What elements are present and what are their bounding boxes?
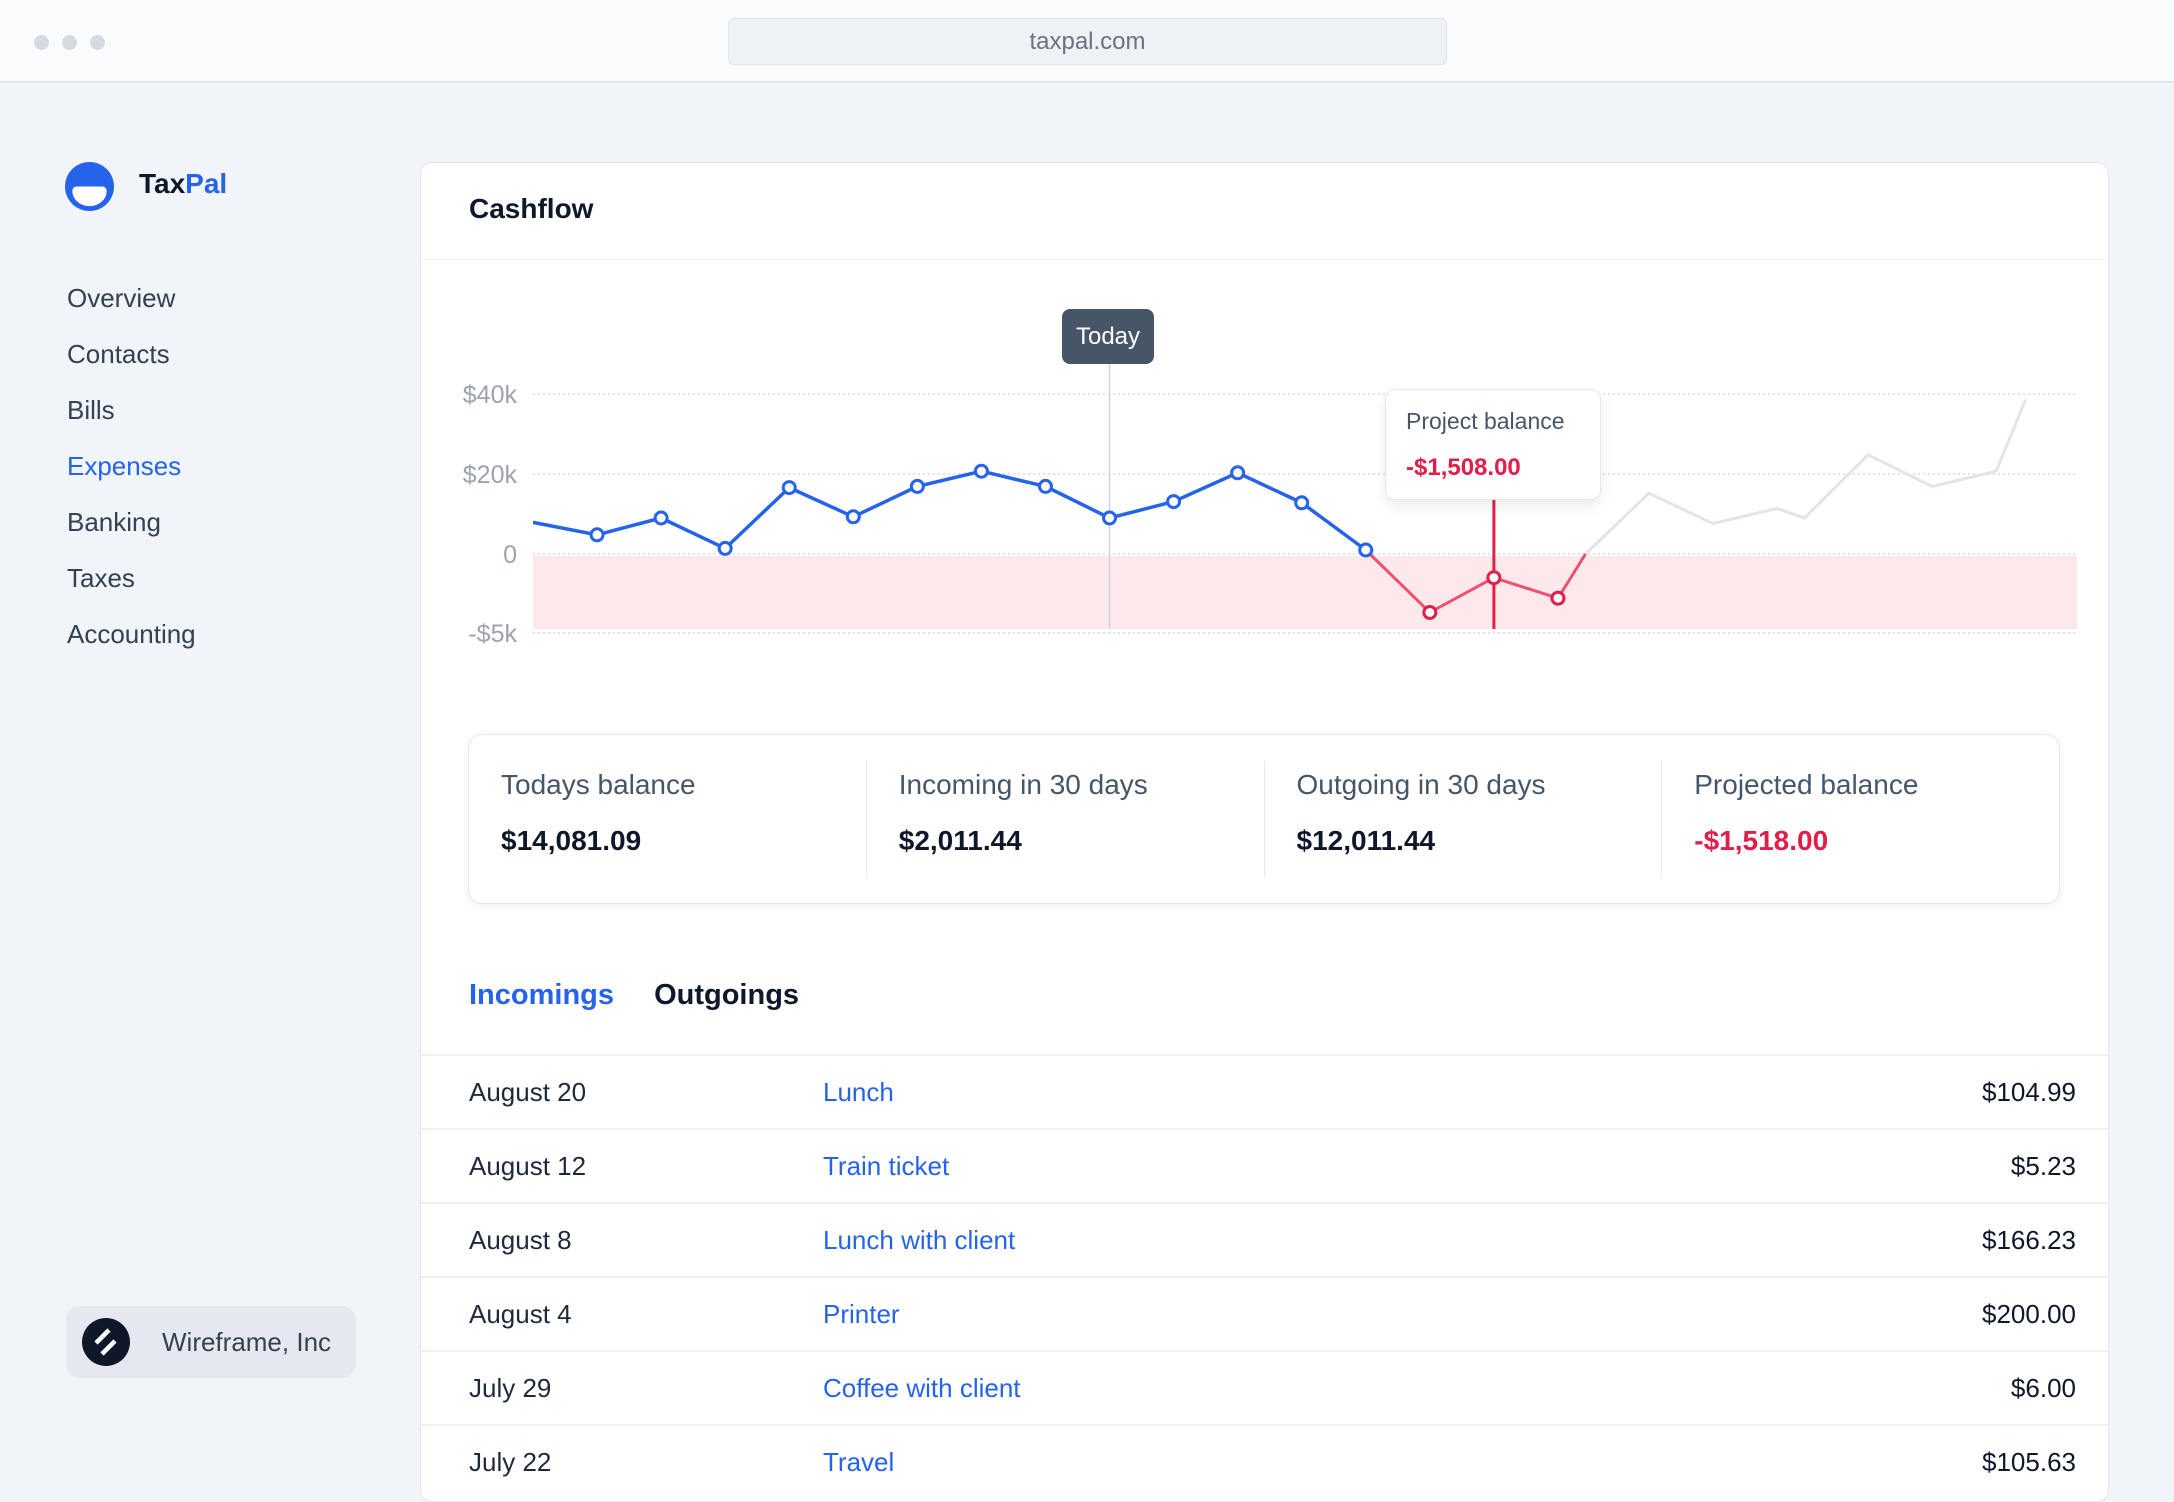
data-point [1230, 465, 1246, 481]
data-point [845, 509, 861, 525]
sidebar-item-bills[interactable]: Bills [67, 395, 115, 425]
stat-label: Todays balance [501, 769, 696, 800]
brand-part2: Pal [185, 168, 228, 199]
data-point [781, 480, 797, 496]
today-marker-label: Today [1062, 309, 1154, 364]
tooltip-value: -$1,508.00 [1406, 454, 1521, 481]
data-point [1166, 494, 1182, 510]
y-tick-label: $40k [463, 381, 518, 409]
organization-name: Wireframe, Inc [162, 1327, 332, 1357]
y-tick-label: 0 [503, 541, 517, 569]
stat-label: Incoming in 30 days [898, 769, 1148, 800]
cashflow-chart: $40k $20k 0 -$5k [463, 363, 2077, 648]
data-point [717, 540, 733, 556]
sidebar-item-accounting[interactable]: Accounting [67, 619, 196, 649]
data-point [1037, 478, 1053, 494]
data-point [1486, 570, 1502, 586]
browser-toolbar: taxpal.com [0, 0, 2174, 83]
stat-value: $12,011.44 [1296, 825, 1436, 856]
divider [421, 259, 2108, 260]
transaction-date: July 22 [469, 1447, 552, 1477]
brand-part1: Tax [139, 168, 186, 199]
table-row: August 12 Train ticket $5.23 [421, 1128, 2108, 1202]
tab-incomings[interactable]: Incomings [469, 979, 615, 1011]
data-point [973, 463, 989, 479]
data-point [1358, 542, 1374, 558]
transaction-date: August 12 [469, 1151, 587, 1181]
transaction-amount: $200.00 [1982, 1299, 2076, 1329]
table-row: August 4 Printer $200.00 [421, 1276, 2108, 1350]
stat-outgoing: Outgoing in 30 days $12,011.44 [1265, 761, 1663, 877]
table-row: July 29 Coffee with client $6.00 [421, 1350, 2108, 1424]
transaction-date: August 8 [469, 1225, 572, 1255]
actual-series-line [532, 469, 1367, 552]
tab-outgoings[interactable]: Outgoings [654, 979, 800, 1011]
transaction-date: August 4 [469, 1299, 572, 1329]
data-point [653, 510, 669, 526]
project-balance-tooltip: Project balance -$1,508.00 [1385, 389, 1601, 500]
data-point [589, 527, 605, 543]
data-point [1422, 604, 1438, 620]
stat-todays-balance: Todays balance $14,081.09 [469, 761, 867, 877]
transactions-table: August 20 Lunch $104.99 August 12 Train tick… [421, 1054, 2108, 1498]
data-point [1550, 590, 1566, 606]
sidebar-item-taxes[interactable]: Taxes [67, 563, 135, 593]
negative-zone [533, 556, 2077, 629]
table-row: July 22 Travel $105.63 [421, 1424, 2108, 1498]
transaction-date: August 20 [469, 1077, 587, 1107]
address-bar[interactable]: taxpal.com [728, 18, 1447, 65]
transaction-name-link[interactable]: Lunch [823, 1077, 894, 1107]
y-tick-label: -$5k [468, 620, 517, 648]
transaction-name-link[interactable]: Travel [823, 1447, 895, 1477]
transaction-name-link[interactable]: Train ticket [823, 1151, 950, 1181]
taxpal-logo-icon [65, 162, 114, 211]
sidebar-item-banking[interactable]: Banking [67, 507, 161, 537]
transaction-amount: $105.63 [1982, 1447, 2076, 1477]
transaction-name-link[interactable]: Coffee with client [823, 1373, 1021, 1403]
transaction-amount: $166.23 [1982, 1225, 2076, 1255]
stat-label: Projected balance [1694, 769, 1919, 800]
sidebar-item-overview[interactable]: Overview [67, 283, 176, 313]
stat-projected-balance: Projected balance -$1,518.00 [1662, 761, 2059, 877]
card-title: Cashflow [469, 193, 594, 224]
tooltip-label: Project balance [1406, 408, 1565, 434]
transaction-amount: $5.23 [2010, 1151, 2076, 1181]
table-row: August 20 Lunch $104.99 [421, 1054, 2108, 1128]
stat-label: Outgoing in 30 days [1296, 769, 1546, 800]
transaction-name-link[interactable]: Printer [823, 1299, 900, 1329]
window-dot [34, 35, 49, 50]
window-dot [62, 35, 77, 50]
transaction-name-link[interactable]: Lunch with client [823, 1225, 1016, 1255]
stat-value: -$1,518.00 [1694, 825, 1829, 856]
transaction-amount: $6.00 [2010, 1373, 2076, 1403]
stat-incoming: Incoming in 30 days $2,011.44 [867, 761, 1265, 877]
table-row: August 8 Lunch with client $166.23 [421, 1202, 2108, 1276]
projected-series-line [1584, 399, 2027, 556]
data-point [1102, 510, 1118, 526]
transaction-date: July 29 [469, 1373, 552, 1403]
stat-value: $14,081.09 [501, 825, 642, 856]
wireframe-logo-icon [82, 1318, 130, 1366]
cashflow-card: Cashflow $40k $20k 0 -$5k Today Project bal… [420, 162, 2109, 1502]
y-tick-label: $20k [463, 461, 518, 489]
brand-name[interactable]: TaxPal [139, 168, 227, 200]
stat-value: $2,011.44 [898, 825, 1022, 856]
balance-summary: Todays balance $14,081.09 Incoming in 30 … [468, 734, 2060, 904]
window-dot [90, 35, 105, 50]
sidebar-item-contacts[interactable]: Contacts [67, 339, 170, 369]
organization-switcher[interactable]: Wireframe, Inc [66, 1306, 356, 1378]
sidebar-nav: Overview Contacts Bills Expenses Banking… [67, 280, 196, 672]
data-point [909, 478, 925, 494]
data-point [1294, 495, 1310, 511]
transaction-tabs: Incomings Outgoings [469, 979, 831, 1012]
transaction-amount: $104.99 [1982, 1077, 2076, 1107]
sidebar-item-expenses[interactable]: Expenses [67, 451, 182, 481]
